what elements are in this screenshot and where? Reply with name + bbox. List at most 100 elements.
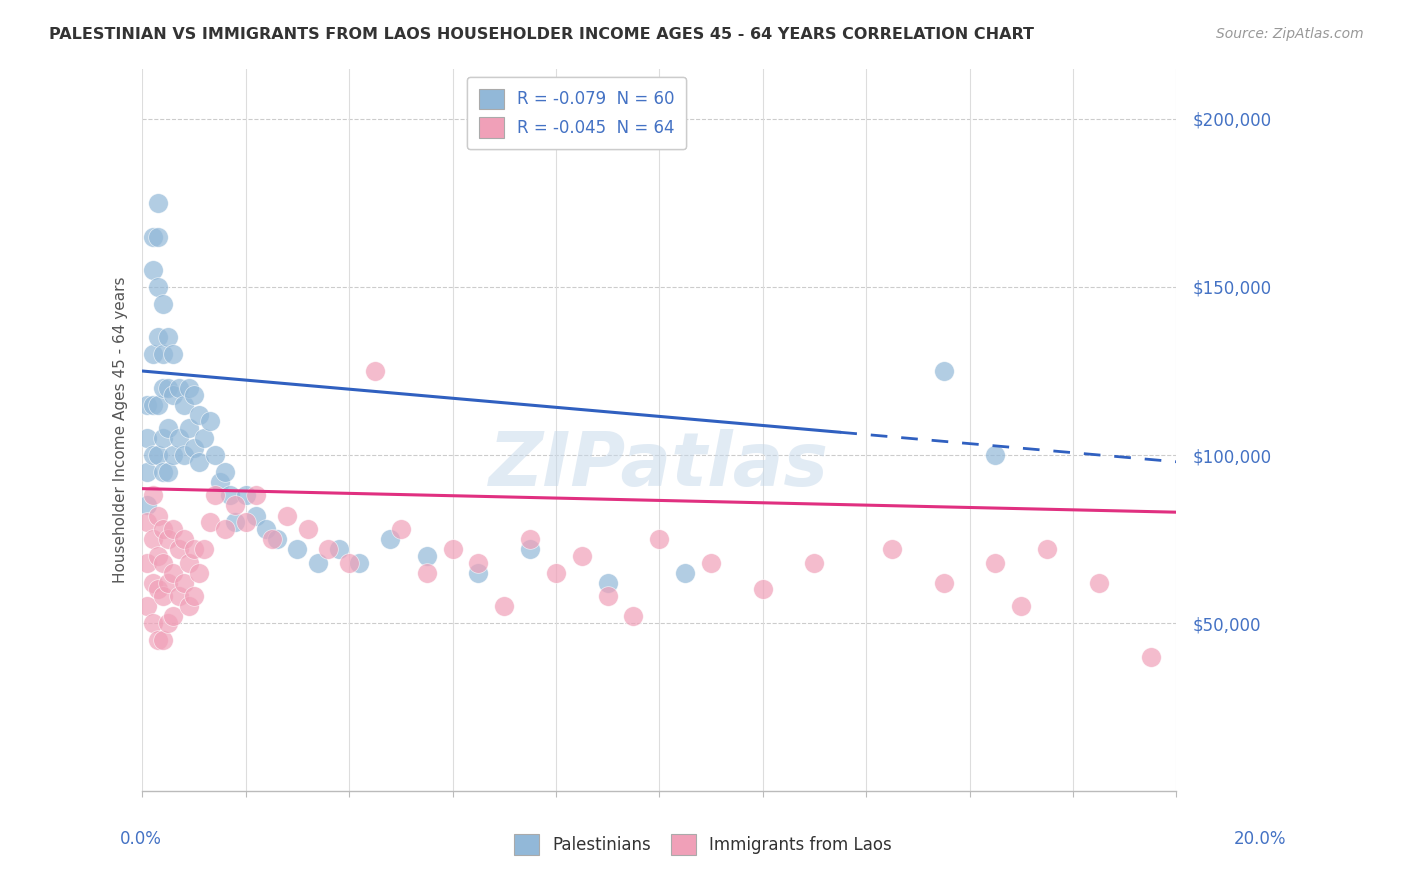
Point bbox=[276, 508, 298, 523]
Point bbox=[245, 488, 267, 502]
Point bbox=[146, 280, 169, 294]
Point bbox=[389, 522, 412, 536]
Point bbox=[146, 508, 169, 523]
Point bbox=[142, 229, 165, 244]
Point bbox=[596, 589, 619, 603]
Point bbox=[318, 542, 340, 557]
Legend: R = -0.079  N = 60, R = -0.045  N = 64: R = -0.079 N = 60, R = -0.045 N = 64 bbox=[467, 77, 686, 149]
Point bbox=[146, 196, 169, 211]
Point bbox=[1139, 649, 1161, 664]
Point bbox=[415, 549, 437, 563]
Point bbox=[173, 398, 195, 412]
Point bbox=[146, 229, 169, 244]
Point bbox=[441, 542, 464, 557]
Point bbox=[307, 556, 329, 570]
Point bbox=[146, 330, 169, 344]
Point bbox=[177, 556, 200, 570]
Point bbox=[136, 465, 159, 479]
Point bbox=[204, 448, 226, 462]
Point bbox=[162, 522, 184, 536]
Point bbox=[254, 522, 277, 536]
Point bbox=[152, 632, 174, 647]
Point bbox=[364, 364, 387, 378]
Point bbox=[152, 589, 174, 603]
Text: Source: ZipAtlas.com: Source: ZipAtlas.com bbox=[1216, 27, 1364, 41]
Point bbox=[700, 556, 723, 570]
Point bbox=[177, 599, 200, 614]
Point bbox=[152, 431, 174, 445]
Point bbox=[152, 381, 174, 395]
Point bbox=[214, 465, 236, 479]
Point bbox=[571, 549, 593, 563]
Point bbox=[162, 387, 184, 401]
Point bbox=[146, 549, 169, 563]
Point bbox=[188, 408, 211, 422]
Point bbox=[193, 431, 215, 445]
Point bbox=[880, 542, 903, 557]
Point bbox=[142, 488, 165, 502]
Text: ZIPatlas: ZIPatlas bbox=[489, 429, 830, 502]
Point bbox=[803, 556, 825, 570]
Point bbox=[146, 632, 169, 647]
Point bbox=[266, 532, 288, 546]
Point bbox=[1088, 575, 1111, 590]
Point bbox=[673, 566, 696, 580]
Point bbox=[136, 499, 159, 513]
Point bbox=[349, 556, 371, 570]
Point bbox=[173, 448, 195, 462]
Point bbox=[167, 431, 190, 445]
Point bbox=[177, 421, 200, 435]
Point bbox=[752, 582, 775, 597]
Point bbox=[287, 542, 309, 557]
Point bbox=[219, 488, 242, 502]
Point bbox=[157, 330, 180, 344]
Point bbox=[177, 381, 200, 395]
Point bbox=[146, 582, 169, 597]
Point bbox=[142, 398, 165, 412]
Point bbox=[623, 609, 645, 624]
Point bbox=[162, 347, 184, 361]
Point bbox=[337, 556, 360, 570]
Point bbox=[214, 522, 236, 536]
Point bbox=[188, 455, 211, 469]
Point bbox=[142, 616, 165, 631]
Point bbox=[157, 381, 180, 395]
Point bbox=[648, 532, 671, 546]
Point bbox=[183, 589, 205, 603]
Point bbox=[142, 575, 165, 590]
Point bbox=[136, 516, 159, 530]
Point bbox=[142, 448, 165, 462]
Point bbox=[204, 488, 226, 502]
Point bbox=[157, 532, 180, 546]
Point bbox=[198, 414, 221, 428]
Point bbox=[260, 532, 283, 546]
Point bbox=[157, 465, 180, 479]
Point bbox=[193, 542, 215, 557]
Point bbox=[162, 609, 184, 624]
Point bbox=[224, 499, 246, 513]
Point bbox=[467, 556, 489, 570]
Point bbox=[328, 542, 350, 557]
Point bbox=[136, 599, 159, 614]
Point bbox=[142, 347, 165, 361]
Point bbox=[142, 532, 165, 546]
Point bbox=[183, 542, 205, 557]
Point bbox=[188, 566, 211, 580]
Point bbox=[173, 575, 195, 590]
Point bbox=[183, 387, 205, 401]
Point bbox=[245, 508, 267, 523]
Point bbox=[152, 347, 174, 361]
Point bbox=[596, 575, 619, 590]
Point bbox=[136, 556, 159, 570]
Point bbox=[167, 542, 190, 557]
Point bbox=[519, 542, 541, 557]
Text: 0.0%: 0.0% bbox=[120, 830, 162, 847]
Point bbox=[152, 522, 174, 536]
Point bbox=[208, 475, 231, 489]
Point bbox=[142, 263, 165, 277]
Point bbox=[136, 431, 159, 445]
Point bbox=[183, 442, 205, 456]
Point bbox=[167, 381, 190, 395]
Point bbox=[198, 516, 221, 530]
Point bbox=[152, 297, 174, 311]
